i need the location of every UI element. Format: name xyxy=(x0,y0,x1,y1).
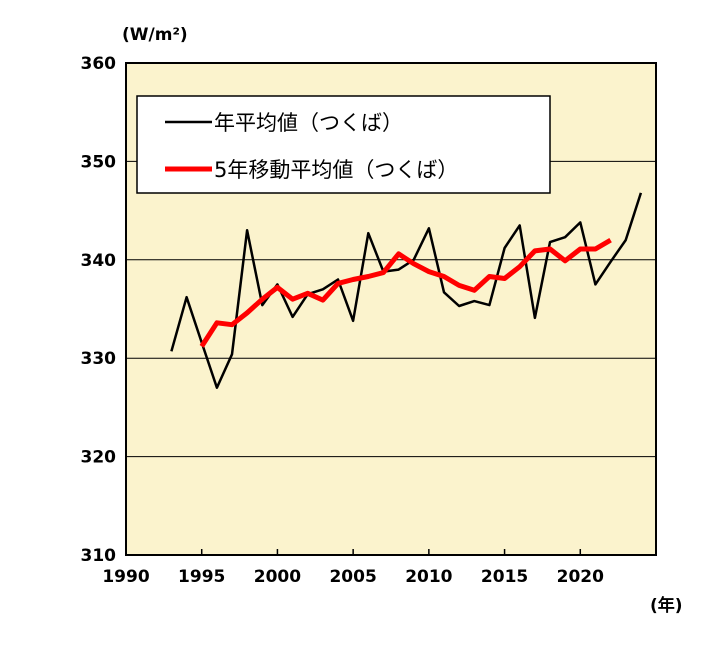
series-layer xyxy=(170,192,643,389)
legend: 年平均値（つくば） 5年移動平均値（つくば） xyxy=(136,95,551,194)
x-tick-label-2005: 2005 xyxy=(329,567,376,587)
y-tick-label-310: 310 xyxy=(81,546,117,566)
legend-box xyxy=(136,95,551,194)
y-tick-label-360: 360 xyxy=(81,54,117,74)
legend-label-moving-average: 5年移動平均値（つくば） xyxy=(214,158,458,182)
y-tick-label-330: 330 xyxy=(81,349,117,369)
y-tick-label-350: 350 xyxy=(81,152,117,172)
x-tick-label-2010: 2010 xyxy=(405,567,452,587)
x-axis-unit: (年) xyxy=(650,595,683,616)
y-axis-unit: (W/m²) xyxy=(122,25,188,45)
y-tick-label-320: 320 xyxy=(81,448,117,468)
x-tick-label-2020: 2020 xyxy=(557,567,604,587)
series-line-annual xyxy=(170,192,643,389)
x-tick-label-1990: 1990 xyxy=(102,567,149,587)
legend-label-annual: 年平均値（つくば） xyxy=(214,111,403,135)
y-tick-label-340: 340 xyxy=(81,251,117,271)
plot-border xyxy=(125,62,657,556)
x-axis-tick-labels: 1990 1995 2000 2005 2010 2015 2020 xyxy=(102,549,604,587)
x-tick-label-1995: 1995 xyxy=(178,567,225,587)
y-axis-tick-labels: 310 320 330 340 350 360 xyxy=(81,54,117,566)
x-tick-label-2015: 2015 xyxy=(481,567,528,587)
series-line-moving-average xyxy=(199,237,612,348)
x-tick-label-2000: 2000 xyxy=(254,567,301,587)
